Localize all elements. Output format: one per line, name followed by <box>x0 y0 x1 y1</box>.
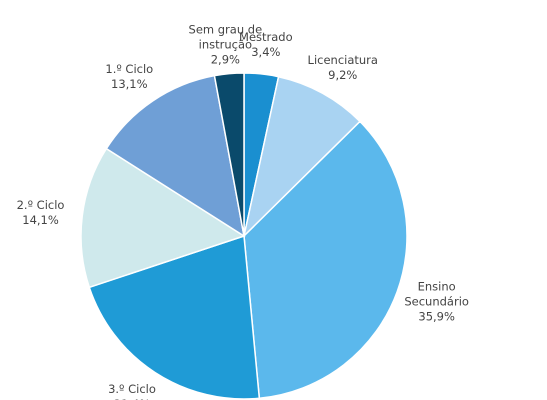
category-label: 2.º Ciclo <box>16 197 65 212</box>
pie-slice <box>213 72 245 237</box>
slice-label: 3.º Ciclo21,4% <box>108 382 156 400</box>
value-label: 13,1% <box>111 76 148 91</box>
value-label: 14,1% <box>22 212 59 227</box>
slice-label: Mestrado 3,4% <box>239 30 293 60</box>
slice-label: Licenciatura 9,2% <box>308 53 378 83</box>
value-label: 35,9% <box>418 309 455 324</box>
category-label: Sem grau de instrução <box>188 22 263 52</box>
pie-slice <box>88 234 261 400</box>
value-label: 21,4% <box>108 397 156 400</box>
category-label: 1.º Ciclo <box>105 61 154 76</box>
pie-slice <box>80 147 246 289</box>
value-label: 3,4% <box>251 45 281 60</box>
slice-label: Ensino Secundário 35,9% <box>389 279 485 324</box>
value-label: 9,2% <box>328 67 358 82</box>
pie-slice <box>242 75 362 239</box>
slice-label: 2.º Ciclo 14,1% <box>17 198 65 228</box>
slice-label: 1.º Ciclo 13,1% <box>105 62 153 92</box>
category-label: Ensino Secundário <box>404 279 469 309</box>
category-label: Mestrado <box>239 30 293 45</box>
pie-slice <box>105 74 246 238</box>
category-label: 3.º Ciclo <box>108 381 156 396</box>
slice-label: Sem grau de instrução 2,9% <box>177 22 273 67</box>
value-label: 2,9% <box>210 52 240 67</box>
pie-slice <box>243 120 408 400</box>
category-label: Licenciatura <box>307 52 378 67</box>
